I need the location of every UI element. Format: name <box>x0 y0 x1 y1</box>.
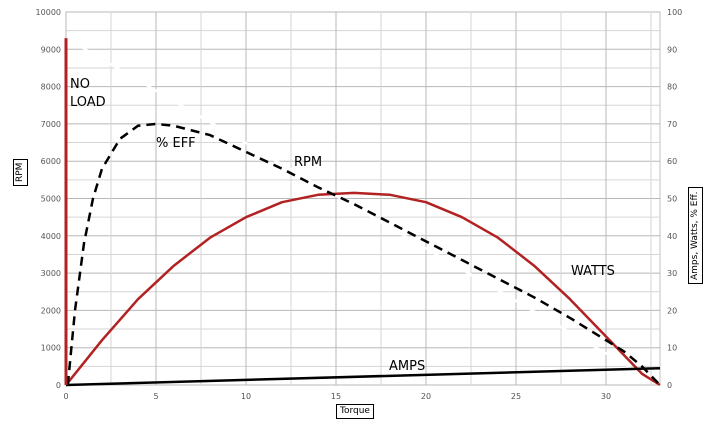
y-left-tick-label: 4000 <box>41 232 61 241</box>
x-tick-label: 20 <box>421 392 431 401</box>
y-right-tick-label: 40 <box>667 232 677 241</box>
y-left-tick-label: 2000 <box>41 306 61 315</box>
annotation-no-load-line1: NO <box>70 77 90 92</box>
x-tick-label: 15 <box>331 392 341 401</box>
y-right-tick-label: 100 <box>667 8 682 17</box>
series-line-rpm <box>65 37 661 387</box>
y-left-tick-label: 5000 <box>41 195 61 204</box>
annotation-amps: AMPS <box>389 359 425 374</box>
y-right-tick-label: 80 <box>667 83 677 92</box>
x-tick-label: 25 <box>511 392 521 401</box>
series-lines <box>64 37 661 387</box>
y-right-tick-label: 30 <box>667 269 677 278</box>
y-right-tick-label: 0 <box>667 381 672 390</box>
y-right-tick-label: 50 <box>667 195 677 204</box>
annotation-eff: % EFF <box>156 136 196 151</box>
y-right-tick-label: 60 <box>667 157 677 166</box>
tick-labels: 0100020003000400050006000700080009000100… <box>36 8 683 401</box>
series-line-amps <box>65 366 661 387</box>
annotation-rpm: RPM <box>294 155 322 170</box>
x-tick-label: 5 <box>153 392 158 401</box>
y-left-tick-label: 6000 <box>41 157 61 166</box>
x-axis-title: Torque <box>336 404 374 419</box>
series-line-watts <box>65 191 661 387</box>
y-left-tick-label: 9000 <box>41 45 61 54</box>
annotation-watts: WATTS <box>571 264 615 279</box>
x-tick-label: 30 <box>601 392 611 401</box>
y-left-tick-label: 8000 <box>41 83 61 92</box>
annotation-no-load-line2: LOAD <box>70 95 106 110</box>
grid <box>65 11 660 386</box>
y-axis-left-title: RPM <box>13 158 28 186</box>
series-line-eff <box>66 122 661 386</box>
y-left-tick-label: 10000 <box>36 8 61 17</box>
y-left-tick-label: 7000 <box>41 120 61 129</box>
y-right-tick-label: 70 <box>667 120 677 129</box>
y-right-tick-label: 10 <box>667 344 677 353</box>
y-right-tick-label: 90 <box>667 45 677 54</box>
y-left-tick-label: 0 <box>56 381 61 390</box>
y-axis-right-title: Amps, Watts, % Eff. <box>688 187 703 284</box>
annotations: NO LOAD % EFF RPM WATTS AMPS <box>70 77 615 374</box>
y-left-tick-label: 1000 <box>41 344 61 353</box>
x-tick-label: 0 <box>63 392 68 401</box>
y-right-tick-label: 20 <box>667 306 677 315</box>
y-left-tick-label: 3000 <box>41 269 61 278</box>
x-tick-label: 10 <box>241 392 251 401</box>
